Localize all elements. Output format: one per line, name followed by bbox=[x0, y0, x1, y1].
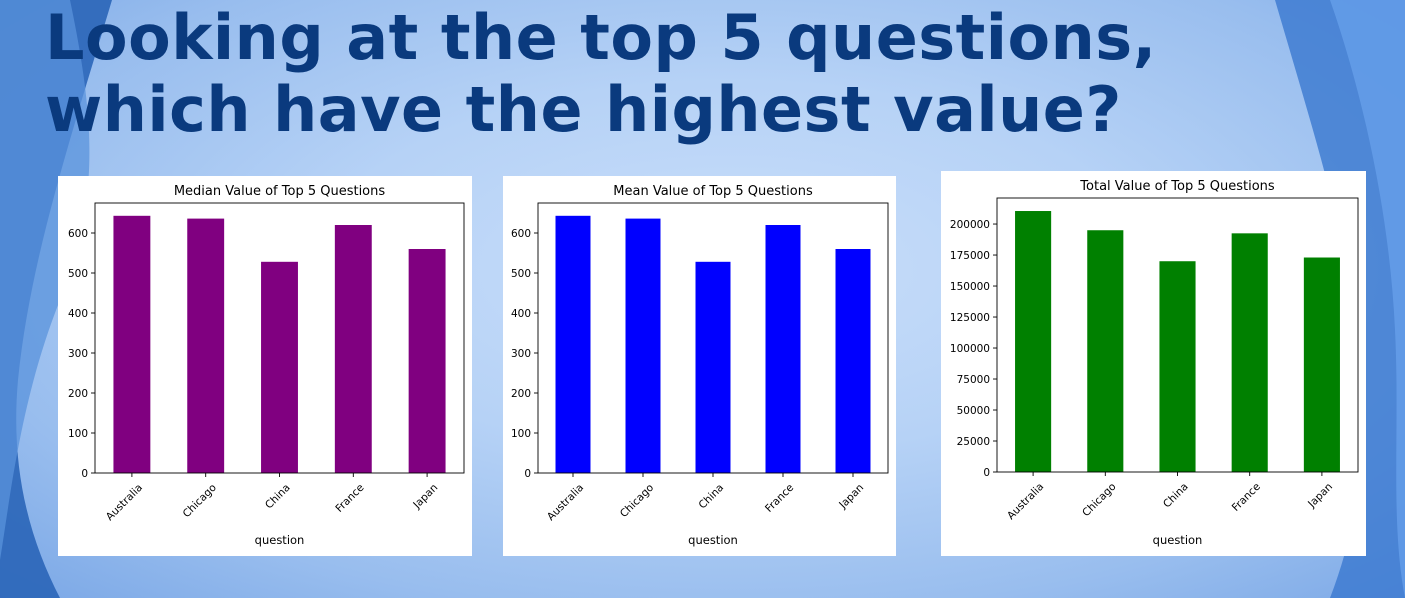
bar-australia bbox=[113, 215, 151, 474]
bar-france bbox=[334, 225, 372, 473]
y-tick-label: 0 bbox=[524, 468, 531, 480]
bar-australia bbox=[555, 215, 591, 474]
y-tick-label: 150000 bbox=[950, 281, 990, 293]
x-tick-label: Japan bbox=[1305, 481, 1335, 511]
total-value-chart: Total Value of Top 5 Questions 0 25000 5000… bbox=[941, 171, 1366, 556]
y-tick-label: 100 bbox=[68, 428, 88, 440]
y-tick-label: 600 bbox=[511, 228, 531, 240]
slide-title: Looking at the top 5 questions, which ha… bbox=[45, 1, 1157, 146]
x-axis-label: question bbox=[1153, 533, 1203, 547]
y-tick-label: 125000 bbox=[950, 312, 990, 324]
bar-chicago bbox=[625, 218, 661, 473]
y-tick-label: 25000 bbox=[957, 436, 990, 448]
x-tick-label: Chicago bbox=[181, 482, 219, 520]
x-tick-label: Australia bbox=[545, 482, 586, 523]
y-tick-label: 500 bbox=[68, 268, 88, 280]
x-tick-label: China bbox=[1161, 481, 1191, 511]
y-tick-label: 200000 bbox=[950, 219, 990, 231]
y-tick-label: 100000 bbox=[950, 343, 990, 355]
y-tick-label: 600 bbox=[68, 228, 88, 240]
bar-china bbox=[261, 261, 298, 473]
median-value-chart: Median Value of Top 5 Questions 0 100 200 30… bbox=[58, 176, 472, 556]
x-tick-label: Chicago bbox=[1080, 481, 1118, 519]
y-tick-label: 300 bbox=[511, 348, 531, 360]
y-tick-label: 200 bbox=[68, 388, 88, 400]
y-tick-label: 100 bbox=[511, 428, 531, 440]
x-tick-label: Australia bbox=[104, 482, 145, 523]
x-tick-label: China bbox=[697, 482, 727, 512]
right-swoosh-light bbox=[1330, 0, 1405, 598]
chart-svg: Mean Value of Top 5 Questions 0 100 200 300 4… bbox=[511, 184, 889, 547]
bar-china bbox=[1159, 261, 1196, 472]
x-tick-label: France bbox=[333, 482, 366, 515]
mean-value-chart: Mean Value of Top 5 Questions 0 100 200 300 4… bbox=[503, 176, 896, 556]
chart-title: Total Value of Top 5 Questions bbox=[1079, 179, 1275, 194]
y-tick-label: 400 bbox=[68, 308, 88, 320]
chart-svg: Total Value of Top 5 Questions 0 25000 5000… bbox=[950, 179, 1359, 547]
y-tick-label: 0 bbox=[81, 468, 88, 480]
y-tick-label: 0 bbox=[983, 467, 990, 479]
bar-chicago bbox=[1087, 230, 1124, 472]
bar-france bbox=[1231, 233, 1268, 472]
bar-china bbox=[695, 261, 731, 473]
y-tick-label: 175000 bbox=[950, 250, 990, 262]
bar-france bbox=[765, 225, 801, 473]
y-tick-label: 400 bbox=[511, 308, 531, 320]
x-tick-label: Chicago bbox=[618, 482, 656, 520]
x-tick-label: Japan bbox=[836, 482, 866, 512]
chart-svg: Median Value of Top 5 Questions 0 100 200 30… bbox=[68, 184, 465, 547]
y-tick-label: 75000 bbox=[957, 374, 990, 386]
x-tick-label: Japan bbox=[410, 482, 440, 512]
x-axis-label: question bbox=[688, 533, 738, 547]
y-tick-label: 200 bbox=[511, 388, 531, 400]
bar-chicago bbox=[187, 218, 225, 473]
y-tick-label: 300 bbox=[68, 348, 88, 360]
x-tick-label: China bbox=[263, 482, 293, 512]
chart-title: Mean Value of Top 5 Questions bbox=[613, 184, 813, 199]
x-tick-label: Australia bbox=[1005, 481, 1046, 522]
chart-title: Median Value of Top 5 Questions bbox=[174, 184, 386, 199]
x-tick-label: France bbox=[1230, 481, 1263, 514]
x-tick-label: France bbox=[763, 482, 796, 515]
bar-australia bbox=[1015, 211, 1052, 472]
bar-japan bbox=[1303, 257, 1340, 472]
left-swoosh-light bbox=[0, 0, 90, 560]
y-tick-label: 500 bbox=[511, 268, 531, 280]
x-axis-label: question bbox=[255, 533, 305, 547]
y-tick-label: 50000 bbox=[957, 405, 990, 417]
bar-japan bbox=[408, 249, 446, 473]
bar-japan bbox=[835, 249, 871, 473]
